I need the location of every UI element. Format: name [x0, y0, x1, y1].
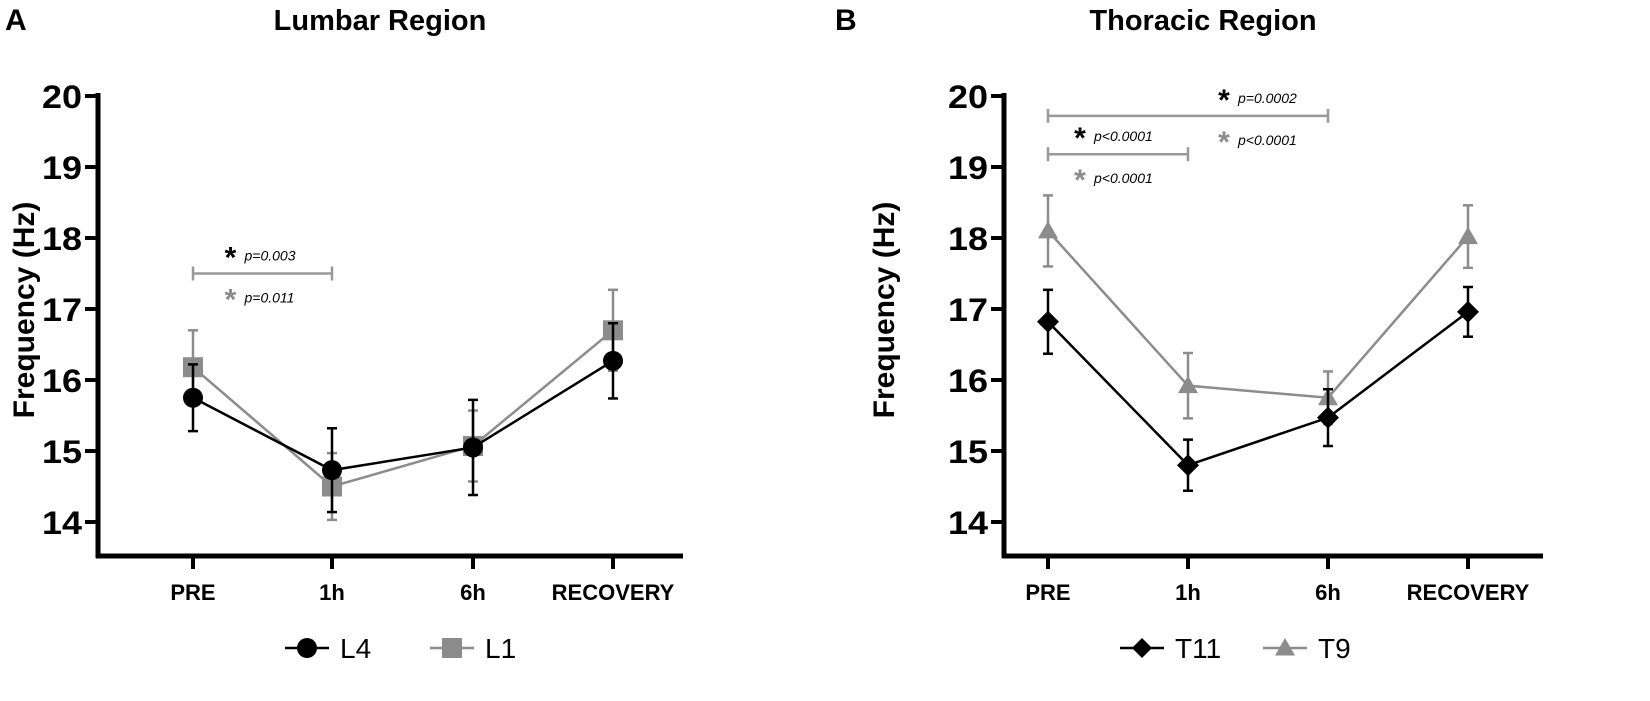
panel-letter: A — [5, 4, 27, 37]
y-axis-label: Frequency (Hz) — [868, 202, 901, 419]
marker-circle — [322, 460, 342, 481]
p-value-label: p=0.003 — [244, 248, 296, 264]
legend-item-l4: L4 — [285, 633, 371, 664]
significance-bracket: * p<0.0001 * p<0.0001 — [1046, 122, 1190, 197]
marker-circle — [297, 638, 317, 658]
series-t11 — [1037, 285, 1479, 493]
significance-bracket: * p=0.0002 * p<0.0001 — [1046, 84, 1330, 159]
marker-triangle — [1178, 375, 1198, 394]
p-value-label: p<0.0001 — [1093, 170, 1153, 186]
marker-diamond — [1317, 406, 1339, 429]
significance-star-icon: * — [225, 242, 237, 275]
y-tick-label: 20 — [948, 79, 988, 115]
p-value-label: p<0.0001 — [1093, 128, 1153, 144]
y-tick-label: 19 — [948, 150, 988, 186]
legend-label: L4 — [340, 633, 371, 664]
marker-circle — [183, 387, 203, 408]
y-axis-label: Frequency (Hz) — [8, 202, 41, 419]
significance-star-icon: * — [1074, 122, 1086, 155]
legend-label: T11 — [1175, 633, 1221, 664]
legend-label: T9 — [1318, 633, 1351, 664]
y-tick-label: 16 — [948, 363, 988, 399]
series-line — [192, 329, 614, 488]
series-l4 — [183, 321, 623, 514]
x-tick-label: 1h — [319, 580, 345, 605]
chart-title: Lumbar Region — [274, 5, 487, 37]
significance-bracket: * p=0.003 * p=0.011 — [191, 242, 334, 317]
x-tick-label: 6h — [460, 580, 486, 605]
y-tick-label: 20 — [42, 79, 82, 115]
marker-square — [442, 638, 462, 658]
x-tick-label: RECOVERY — [1407, 580, 1530, 605]
series-l1 — [183, 288, 623, 522]
legend-item-l1: L1 — [430, 633, 516, 664]
y-tick-label: 16 — [42, 363, 82, 399]
p-value-label: p<0.0001 — [1237, 132, 1297, 148]
significance-star-icon: * — [225, 284, 237, 317]
legend-label: L1 — [485, 633, 516, 664]
panel-letter: B — [835, 4, 857, 37]
series-line — [192, 359, 614, 472]
chart-title: Thoracic Region — [1089, 5, 1316, 37]
y-tick-label: 15 — [42, 434, 82, 470]
p-value-label: p=0.0002 — [1237, 90, 1297, 106]
x-tick-label: 6h — [1315, 580, 1341, 605]
y-tick-label: 19 — [42, 150, 82, 186]
series-line — [1047, 310, 1469, 467]
series-t9 — [1038, 194, 1478, 426]
marker-diamond — [1457, 300, 1479, 323]
significance-star-icon: * — [1218, 84, 1230, 117]
significance-star-icon: * — [1218, 126, 1230, 159]
marker-circle — [463, 437, 483, 458]
marker-triangle — [1038, 220, 1058, 239]
x-tick-label: 1h — [1175, 580, 1201, 605]
marker-triangle — [1275, 638, 1295, 656]
chart-panel-b: B Thoracic Region Frequency (Hz) 14 15 16 17 18… — [835, 4, 1543, 664]
x-tick-label: PRE — [1025, 580, 1070, 605]
y-tick-label: 14 — [948, 505, 988, 541]
y-tick-label: 18 — [42, 221, 82, 257]
legend-item-t11: T11 — [1120, 633, 1221, 664]
chart-panel-a: A Lumbar Region Frequency (Hz) 14 15 16 17 18 19… — [5, 4, 683, 664]
y-tick-label: 14 — [42, 505, 82, 541]
marker-triangle — [1458, 226, 1478, 245]
series-line — [1047, 230, 1469, 400]
x-tick-label: PRE — [170, 580, 215, 605]
y-tick-label: 17 — [42, 292, 82, 328]
marker-diamond — [1132, 638, 1152, 658]
y-tick-label: 18 — [948, 221, 988, 257]
marker-circle — [603, 350, 623, 371]
legend-item-t9: T9 — [1263, 633, 1351, 664]
marker-diamond — [1177, 454, 1199, 477]
y-tick-label: 15 — [948, 434, 988, 470]
y-tick-label: 17 — [948, 292, 988, 328]
p-value-label: p=0.011 — [244, 290, 295, 306]
marker-diamond — [1037, 310, 1059, 333]
significance-star-icon: * — [1074, 164, 1086, 197]
x-tick-label: RECOVERY — [552, 580, 675, 605]
